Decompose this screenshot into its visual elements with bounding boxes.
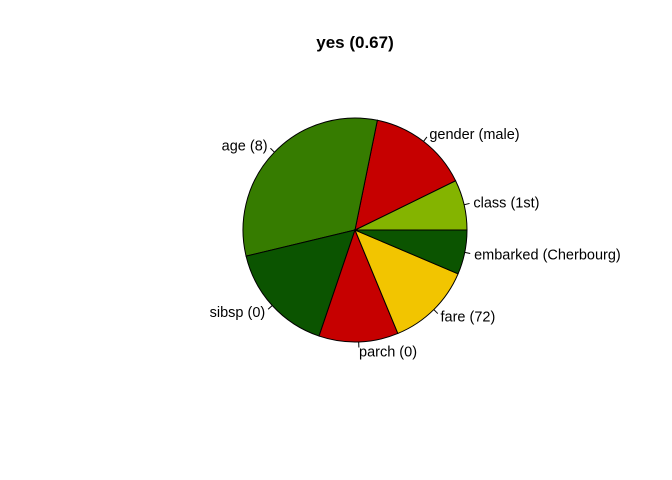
chart-title: yes (0.67) [316, 33, 394, 52]
slice-label-embarked-cherbourg: embarked (Cherbourg) [474, 247, 621, 263]
leader-line-age-8 [270, 147, 275, 153]
leader-line-class-1st [463, 202, 470, 206]
pie-slice-gender-male [354, 119, 457, 231]
slice-label-parch-0: parch (0) [359, 344, 417, 360]
leader-line-sibsp-0 [267, 305, 273, 310]
pie-leader-lines [267, 136, 471, 348]
slice-label-sibsp-0: sibsp (0) [210, 305, 266, 321]
leader-line-gender-male [423, 136, 428, 142]
slice-label-age-8: age (8) [222, 139, 268, 155]
slice-label-fare-72: fare (72) [441, 309, 496, 325]
leader-line-embarked-cherbourg [464, 251, 471, 254]
slice-label-class-1st: class (1st) [473, 196, 539, 212]
pie-labels: class (1st) gender (male) age (8) sibsp (0)… [210, 127, 621, 361]
leader-line-fare-72 [433, 309, 439, 314]
pie-slice-fare-72 [354, 229, 459, 335]
slice-label-gender-male: gender (male) [429, 127, 519, 143]
pie-slices [242, 117, 468, 343]
